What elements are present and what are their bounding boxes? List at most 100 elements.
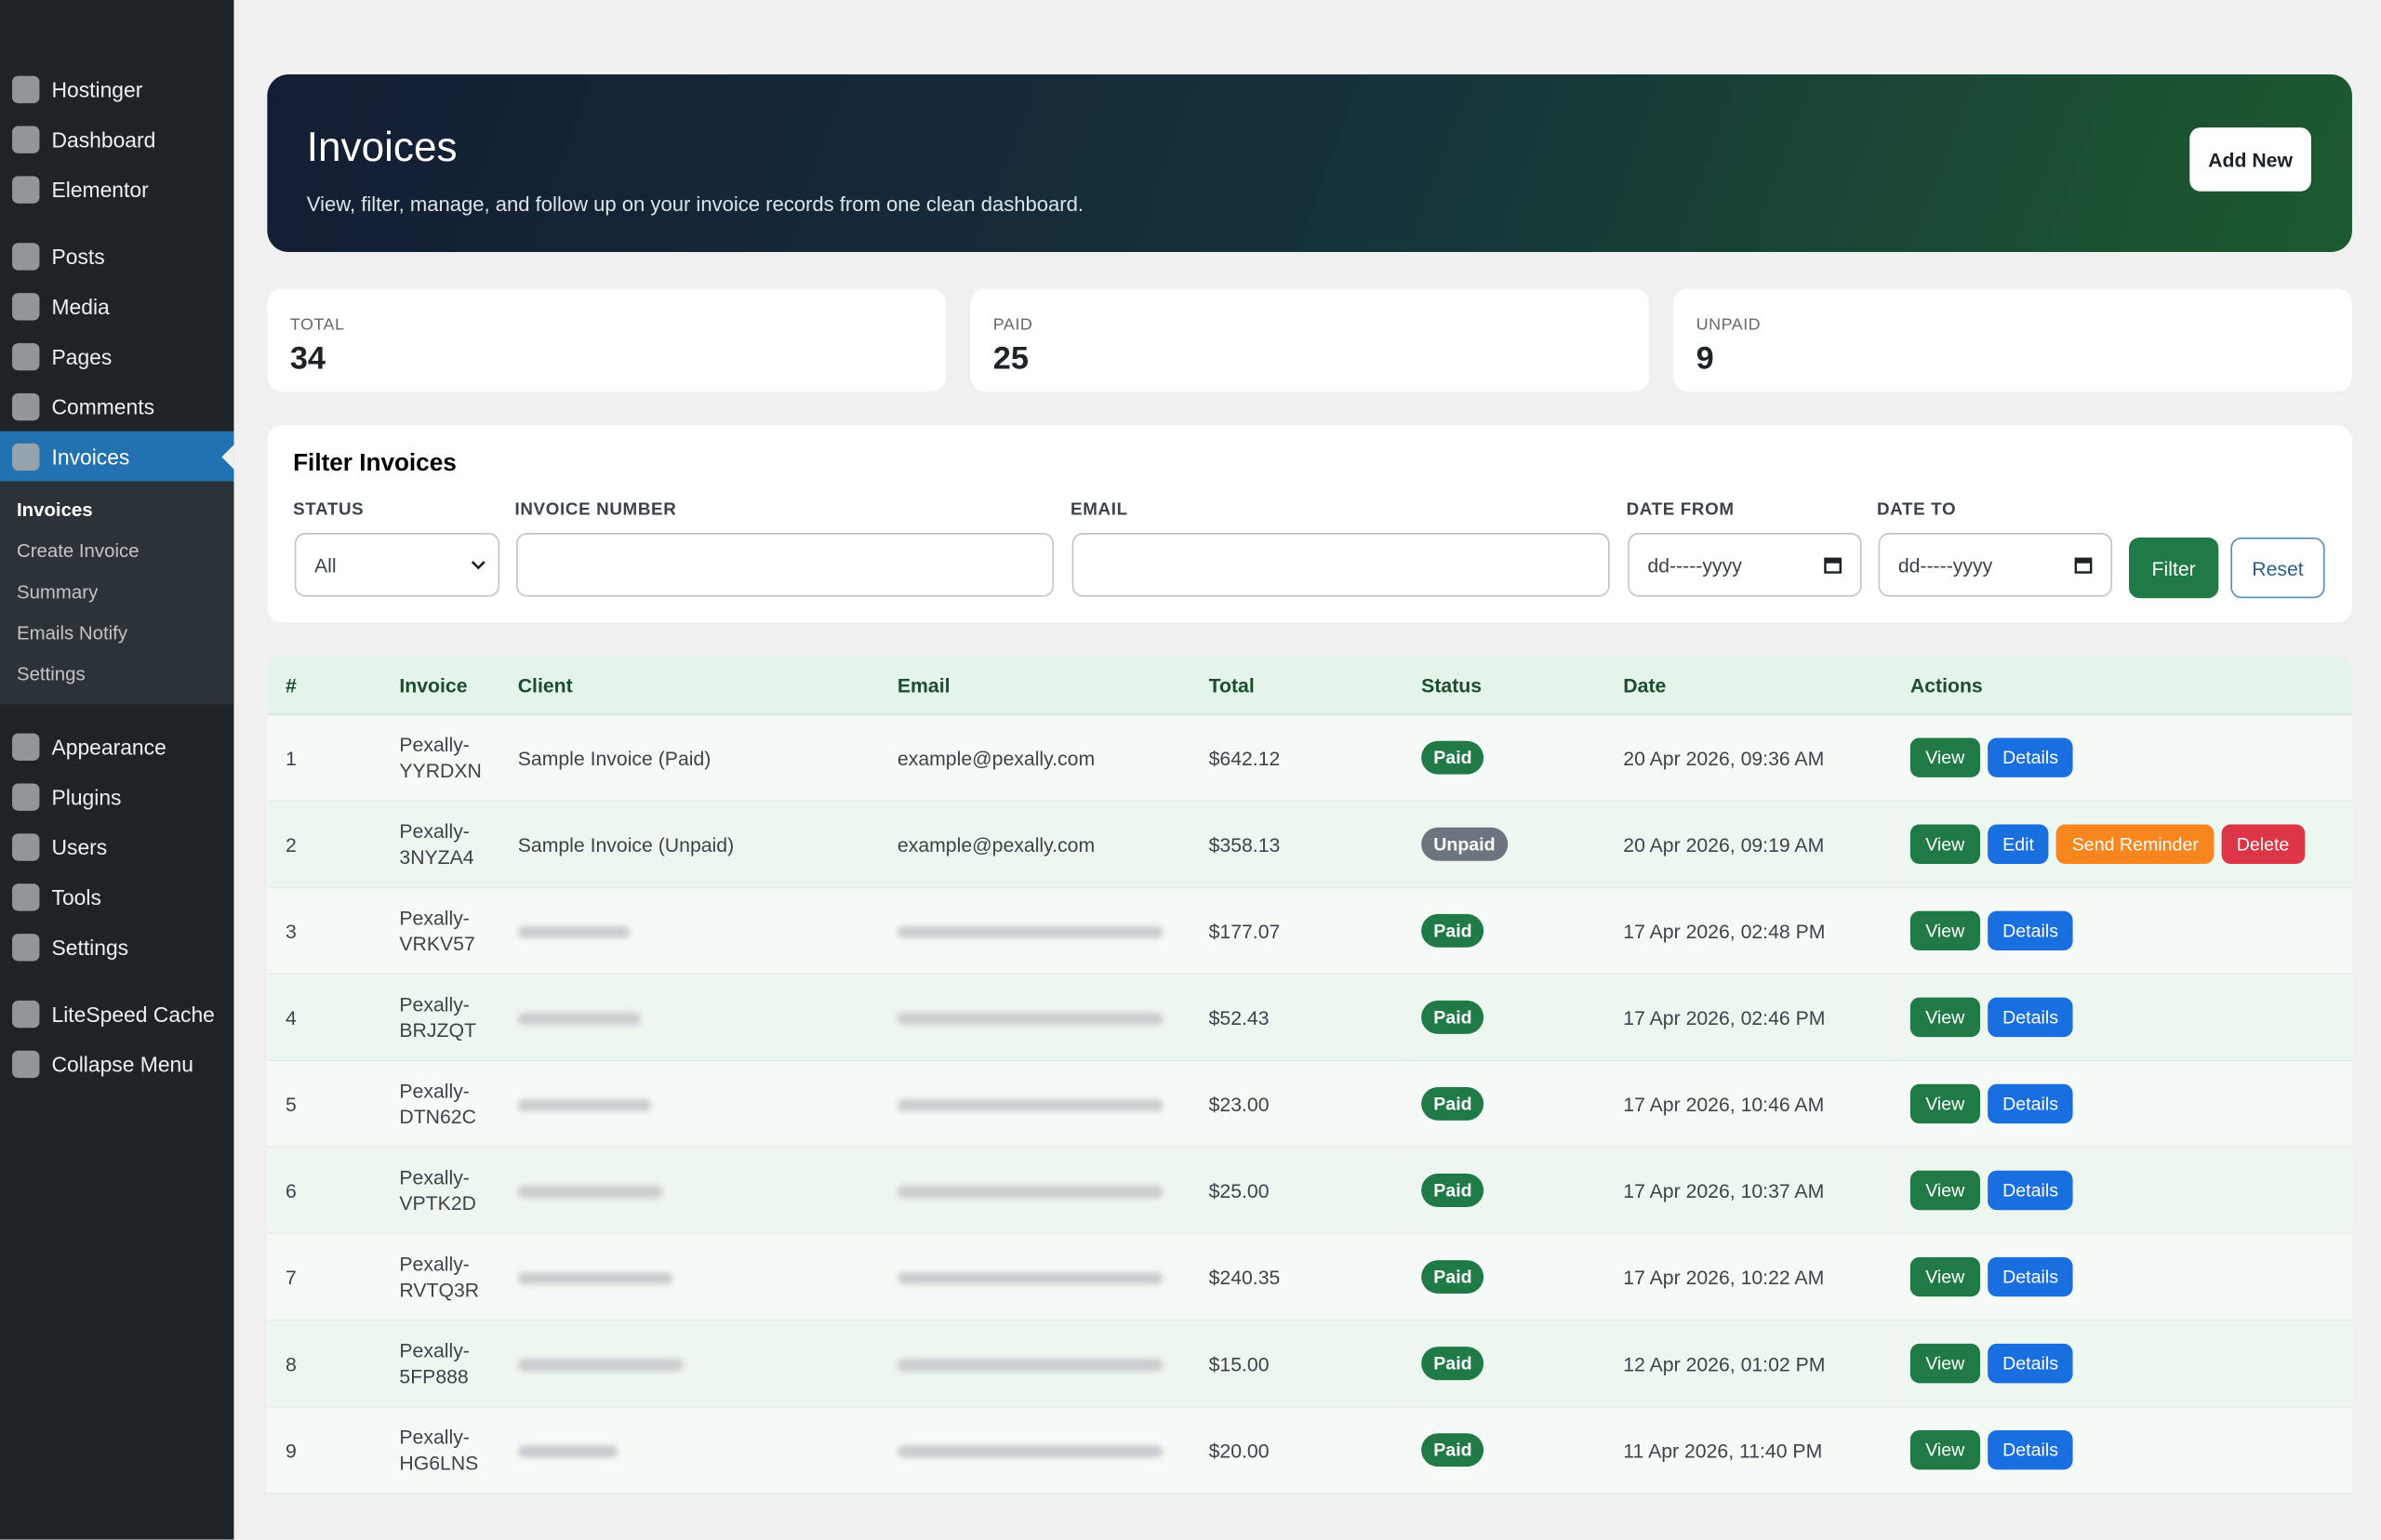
action-button[interactable]: View <box>1909 997 1980 1038</box>
stat-value: 9 <box>1696 341 1714 377</box>
menu-item[interactable]: Settings <box>0 922 233 972</box>
menu-item[interactable]: Appearance <box>0 722 233 772</box>
cell-invoice: Pexally-YYRDXN <box>380 714 500 803</box>
action-button[interactable]: View <box>1909 910 1980 951</box>
menu-label: Elementor <box>51 177 149 202</box>
table-body: 1 Pexally-YYRDXN Sample Invoice (Paid) exam… <box>267 714 2352 1494</box>
label: INVOICE NUMBER <box>514 500 677 520</box>
cell-actions: View Details <box>1892 974 2352 1062</box>
menu-item[interactable]: Pages <box>0 331 233 381</box>
invoice-number: Pexally-VPTK2D <box>399 1165 476 1215</box>
status-badge: Paid <box>1421 1174 1484 1207</box>
cell-email <box>879 1320 1190 1408</box>
column-header: Total <box>1190 656 1403 715</box>
action-button[interactable]: Details <box>1987 910 2074 951</box>
cell-email <box>879 1406 1190 1494</box>
add-new-button[interactable]: Add New <box>2189 127 2311 192</box>
placeholder: dd-----yyyy <box>1897 553 1993 577</box>
action-button[interactable]: Details <box>1987 1343 2074 1384</box>
cell-status: Paid <box>1403 1060 1605 1148</box>
status-badge: Paid <box>1421 1000 1484 1034</box>
redacted <box>517 1444 619 1457</box>
status-badge: Paid <box>1421 740 1484 775</box>
menu-icon <box>12 125 40 153</box>
status-select[interactable]: All <box>294 533 500 597</box>
menu-icon <box>12 242 40 270</box>
cell-client <box>499 1060 880 1148</box>
table-panel: # Invoice Client Email Total Status Date Action… <box>267 656 2352 1494</box>
cell-client: Sample Invoice (Unpaid) <box>499 801 880 889</box>
menu-group: LiteSpeed Cache Collapse Menu <box>0 989 233 1089</box>
table-row: 5 Pexally-DTN62C $23.00 Paid 17 Apr 2026, 10… <box>267 1060 2352 1148</box>
action-button[interactable]: View <box>1909 737 1980 777</box>
menu-item[interactable]: Comments <box>0 381 233 431</box>
action-button[interactable]: View <box>1909 1170 1980 1211</box>
cell-actions: View Details <box>1892 714 2352 803</box>
cell-client <box>499 1147 880 1235</box>
submenu-item[interactable]: Summary <box>16 581 99 604</box>
date-to-input[interactable]: dd-----yyyy <box>1878 533 2113 597</box>
menu-label: Comments <box>51 393 155 418</box>
action-button[interactable]: Details <box>1987 997 2074 1038</box>
menu-item[interactable]: Collapse Menu <box>0 1039 233 1089</box>
cell-client <box>499 974 880 1062</box>
invoice-input[interactable] <box>516 533 1055 597</box>
column-header: Client <box>499 656 880 715</box>
cell-invoice: Pexally-BRJZQT <box>380 974 500 1062</box>
menu-item[interactable]: Posts <box>0 231 233 281</box>
menu-icon <box>12 933 40 961</box>
action-button[interactable]: Details <box>1987 737 2074 777</box>
cell-invoice: Pexally-5FP888 <box>380 1320 500 1408</box>
submenu-item[interactable]: Create Invoice <box>16 540 140 563</box>
action-button[interactable]: View <box>1909 1429 1980 1470</box>
action-button[interactable]: View <box>1909 1256 1980 1297</box>
menu-icon <box>12 883 40 910</box>
cell-actions: View Details <box>1892 1406 2352 1494</box>
cell-actions: View Details <box>1892 1320 2352 1408</box>
reset-button[interactable]: Reset <box>2230 537 2325 599</box>
invoice-number: Pexally-HG6LNS <box>399 1426 479 1475</box>
action-button[interactable]: View <box>1909 824 1980 864</box>
menu-item[interactable]: Tools <box>0 871 233 922</box>
menu-group: Appearance Plugins Users Tools Settings <box>0 722 233 972</box>
redacted <box>897 1444 1164 1457</box>
redacted <box>897 1098 1164 1111</box>
action-button[interactable]: Edit <box>1987 824 2050 864</box>
action-button[interactable]: Details <box>1987 1083 2074 1124</box>
submenu-item[interactable]: Emails Notify <box>16 622 128 644</box>
placeholder: dd-----yyyy <box>1647 553 1742 577</box>
menu-icon <box>12 1049 40 1078</box>
cell-total: $642.12 <box>1190 714 1403 803</box>
submenu-item[interactable]: Invoices <box>16 499 93 521</box>
redacted <box>897 1271 1164 1284</box>
filter-title: Filter Invoices <box>293 450 457 477</box>
stat-label: PAID <box>992 315 1033 335</box>
email-input[interactable] <box>1071 533 1610 597</box>
stat-value: 25 <box>992 341 1029 377</box>
menu-item[interactable]: Elementor <box>0 164 233 214</box>
menu-item[interactable]: Users <box>0 821 233 871</box>
cell-date: 17 Apr 2026, 02:48 PM <box>1604 887 1893 976</box>
action-button[interactable]: Details <box>1987 1256 2074 1297</box>
submenu-item[interactable]: Settings <box>16 663 86 685</box>
menu-item[interactable]: Dashboard <box>0 113 233 164</box>
menu-item[interactable]: Plugins <box>0 771 233 821</box>
cell-number: 5 <box>267 1060 381 1148</box>
filter-button[interactable]: Filter <box>2128 537 2219 599</box>
menu-item[interactable]: Media <box>0 281 233 331</box>
sidebar: Hostinger Dashboard Elementor Posts Media Pag… <box>0 0 234 1540</box>
table-row: 9 Pexally-HG6LNS $20.00 Paid 11 Apr 2026, 11… <box>267 1406 2352 1494</box>
action-button[interactable]: View <box>1909 1083 1980 1124</box>
menu-item[interactable]: Invoices <box>0 431 234 482</box>
action-button[interactable]: Details <box>1987 1170 2074 1211</box>
action-button[interactable]: Delete <box>2221 824 2305 864</box>
date-from-input[interactable]: dd-----yyyy <box>1628 533 1862 597</box>
invoice-number: Pexally-DTN62C <box>399 1079 476 1129</box>
action-button[interactable]: Details <box>1987 1429 2074 1470</box>
action-button[interactable]: Send Reminder <box>2056 824 2215 864</box>
subtitle: View, filter, manage, and follow up on y… <box>306 192 1084 216</box>
action-button[interactable]: View <box>1909 1343 1980 1384</box>
redacted <box>897 1185 1164 1198</box>
menu-item[interactable]: Hostinger <box>0 64 233 114</box>
menu-item[interactable]: LiteSpeed Cache <box>0 989 233 1039</box>
